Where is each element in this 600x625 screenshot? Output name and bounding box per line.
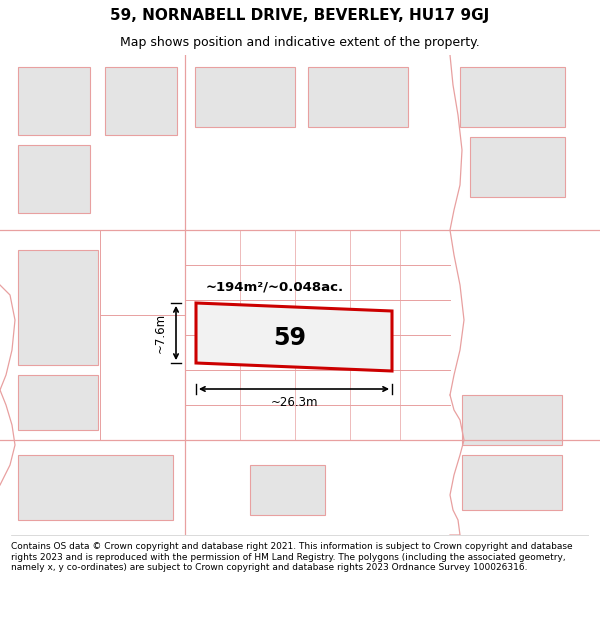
- Bar: [18, 67, 90, 135]
- Text: ~194m²/~0.048ac.: ~194m²/~0.048ac.: [206, 281, 344, 294]
- Bar: [18, 375, 98, 430]
- Bar: [460, 67, 565, 127]
- Bar: [462, 395, 562, 445]
- Text: ~7.6m: ~7.6m: [154, 313, 167, 353]
- Bar: [18, 250, 98, 365]
- Bar: [18, 455, 173, 520]
- Bar: [308, 67, 408, 127]
- Text: ~26.3m: ~26.3m: [270, 396, 318, 409]
- Text: 59, NORNABELL DRIVE, BEVERLEY, HU17 9GJ: 59, NORNABELL DRIVE, BEVERLEY, HU17 9GJ: [110, 8, 490, 23]
- Bar: [250, 465, 325, 515]
- Bar: [18, 145, 90, 213]
- Text: Map shows position and indicative extent of the property.: Map shows position and indicative extent…: [120, 36, 480, 49]
- Polygon shape: [196, 303, 392, 371]
- Text: 59: 59: [274, 326, 307, 350]
- Bar: [462, 455, 562, 510]
- Bar: [195, 67, 295, 127]
- Text: Contains OS data © Crown copyright and database right 2021. This information is : Contains OS data © Crown copyright and d…: [11, 542, 572, 572]
- Bar: [470, 137, 565, 197]
- Bar: [105, 67, 177, 135]
